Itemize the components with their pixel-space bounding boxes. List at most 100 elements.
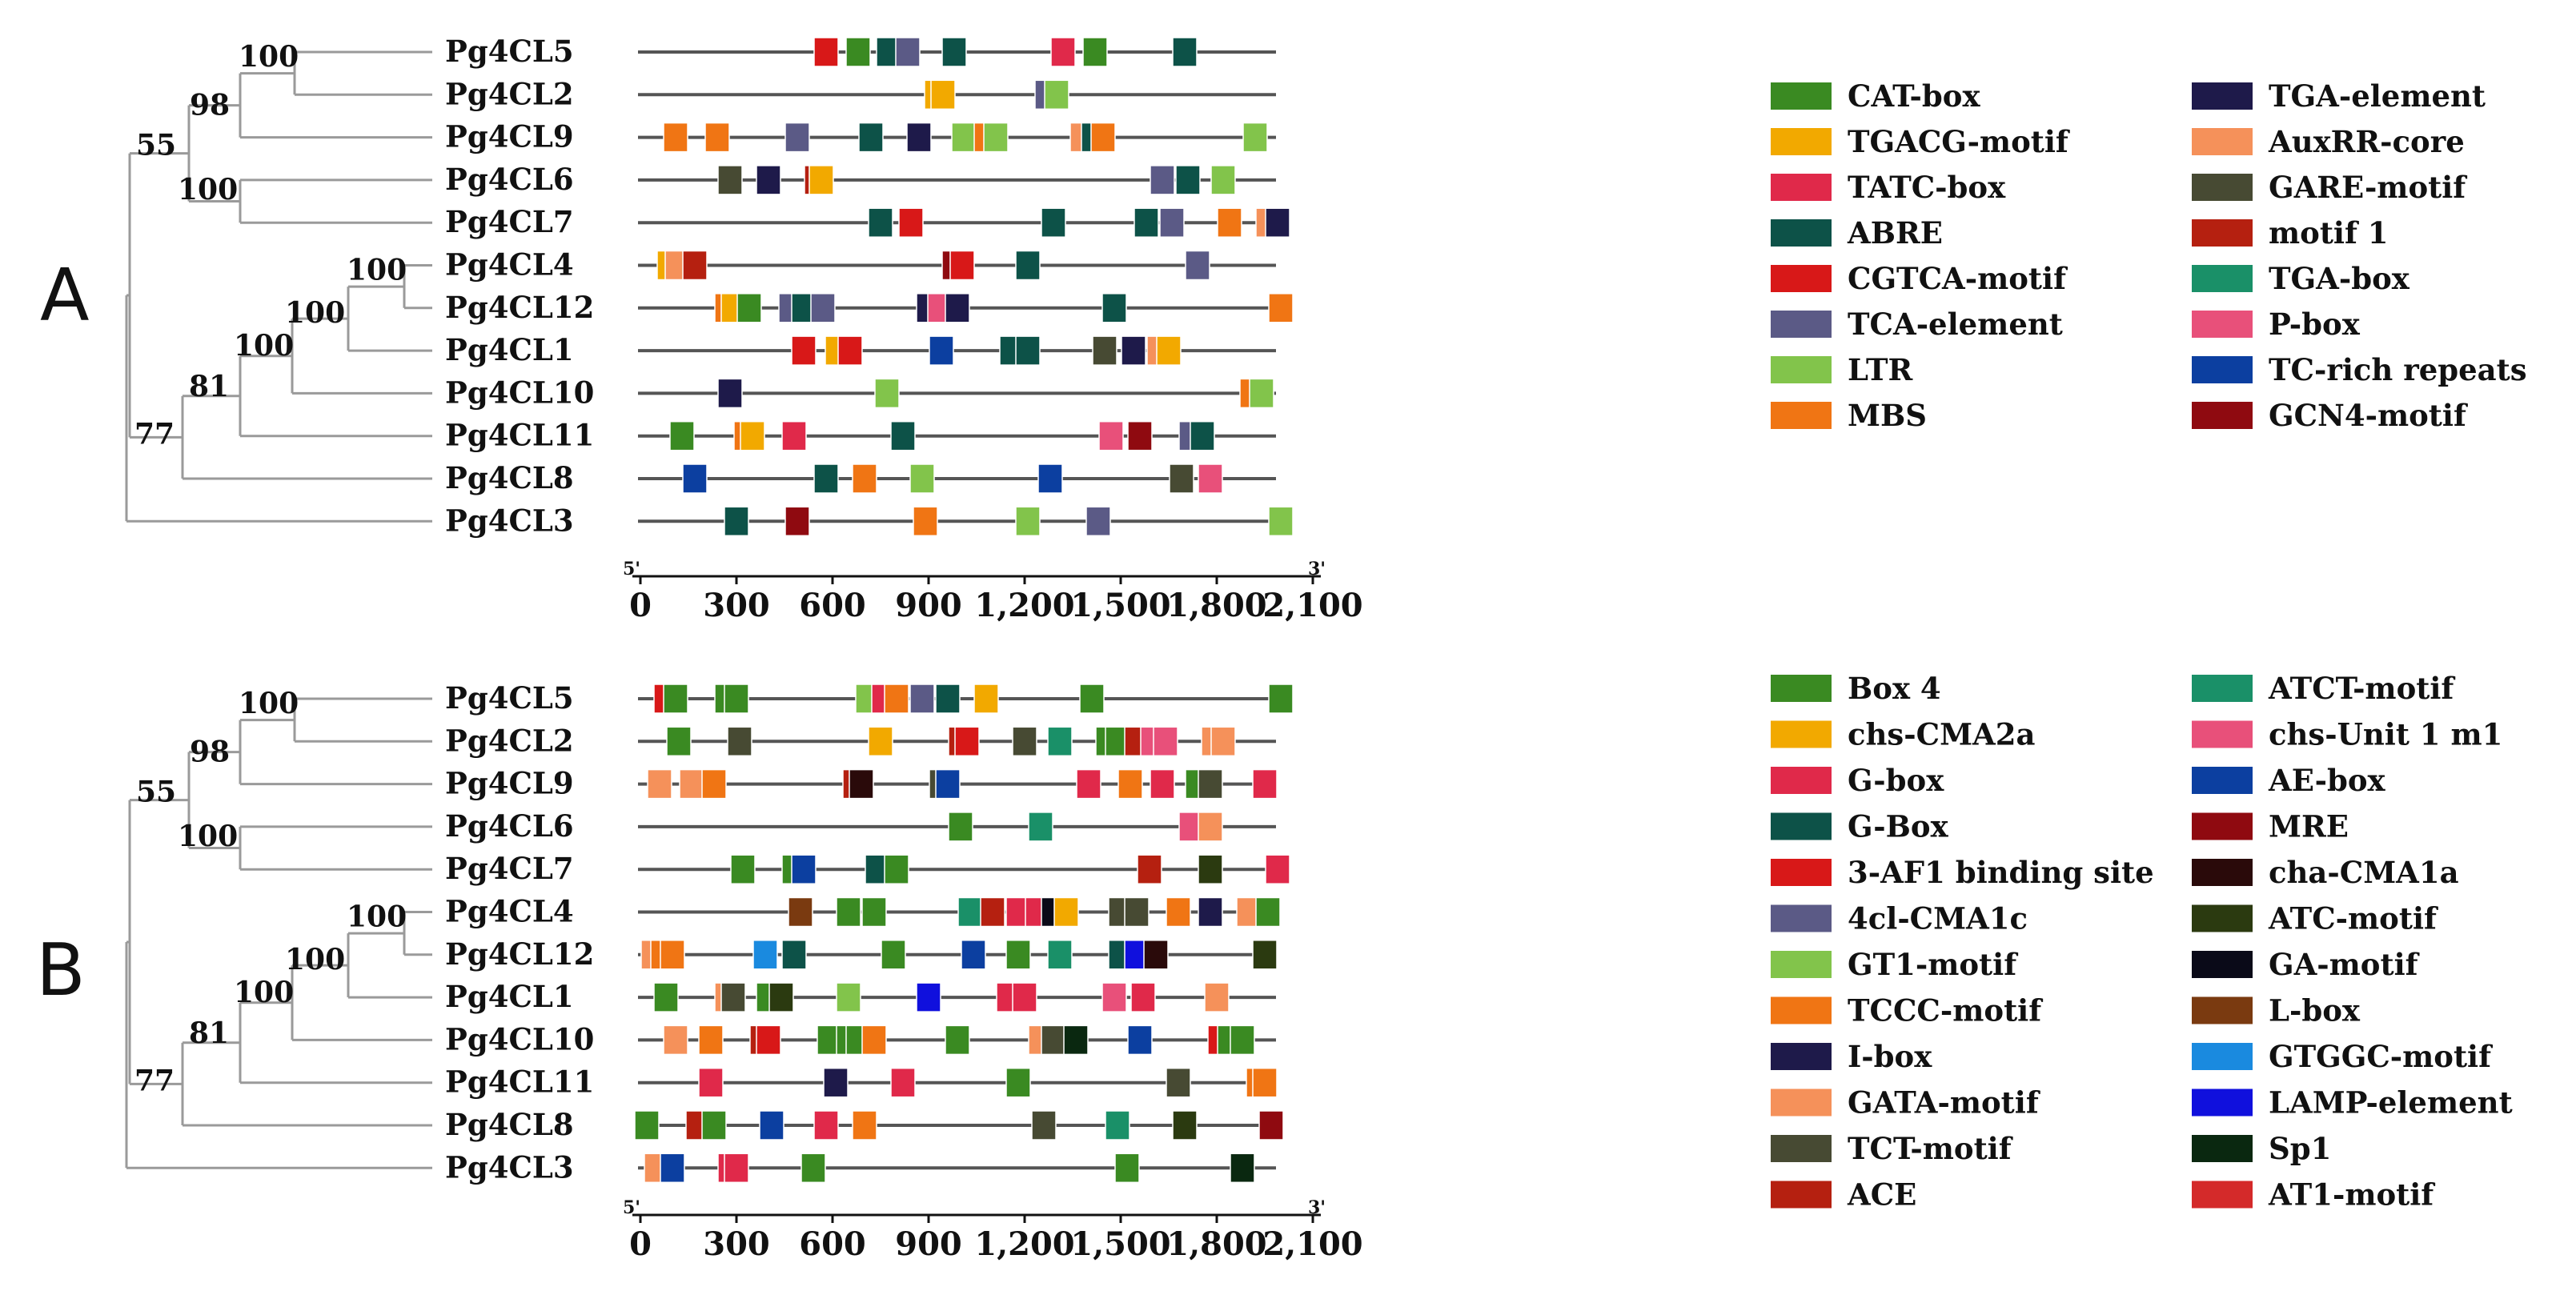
legend-swatch-4cl-cma1c — [1771, 904, 1832, 932]
legend-label-g-box: G-box — [1848, 763, 1944, 798]
motif-box-chs-cma2a — [1053, 896, 1079, 928]
legend-swatch-cha-cma1a — [2192, 859, 2253, 886]
motif-box-tct-motif — [1124, 896, 1150, 928]
motif-box-mbs — [1217, 207, 1242, 238]
motif-box-i-box — [1198, 896, 1223, 928]
motif-box-box-4 — [1079, 684, 1105, 714]
motif-box-mbs — [1268, 293, 1294, 323]
x-axis-tick-label: 300 — [703, 587, 770, 624]
motif-box-cgtca-motif — [949, 250, 975, 281]
motif-box-tca-element — [810, 293, 836, 323]
motif-box-tca-element — [1185, 250, 1210, 281]
gene-label-pg4cl7: Pg4CL7 — [445, 204, 574, 239]
legend-swatch-chs-cma2a — [1771, 720, 1832, 748]
motif-box-tccc-motif — [660, 940, 685, 970]
motif-box-gare-motif — [717, 165, 743, 195]
motif-box-abre — [1015, 335, 1041, 366]
motif-box-box-4 — [666, 726, 692, 757]
motif-box-g-box — [724, 1153, 749, 1184]
legend-swatch-cat-box — [1771, 82, 1832, 110]
motif-box-4cl-cma1c — [909, 684, 935, 714]
legend-label-abre: ABRE — [1847, 215, 1943, 251]
bootstrap-value: 100 — [347, 900, 407, 934]
motif-box-box-4 — [948, 812, 973, 842]
motif-box-tccc-motif — [1252, 1067, 1278, 1098]
legend-swatch-at1-motif — [2192, 1181, 2253, 1209]
motif-box-tga-element — [717, 378, 743, 409]
gene-label-pg4cl2: Pg4CL2 — [445, 723, 574, 758]
motif-box-tct-motif — [1012, 726, 1037, 757]
motif-box-box-4 — [1005, 940, 1031, 970]
x-axis-tick-label: 900 — [895, 1225, 962, 1263]
motif-box-ae-box — [961, 940, 986, 970]
legend-swatch-tgacg-motif — [1771, 128, 1832, 155]
motif-box-gata-motif — [1198, 812, 1223, 842]
motif-box-mbs — [852, 463, 877, 494]
legend-swatch-i-box — [1771, 1043, 1832, 1070]
x-axis-tick-label: 0 — [629, 1225, 652, 1263]
gene-label-pg4cl4: Pg4CL4 — [445, 247, 574, 283]
legend-swatch-gcn4-motif — [2192, 402, 2253, 429]
legend-label-ltr: LTR — [1848, 352, 1913, 387]
motif-box-box-4 — [634, 1110, 660, 1141]
motif-box-tca-element — [1085, 506, 1111, 537]
legend-label-mbs: MBS — [1848, 398, 1927, 433]
legend-label-gare-motif: GARE-motif — [2269, 170, 2467, 205]
motif-box-box-4 — [884, 854, 909, 884]
legend-label-cha-cma1a: cha-CMA1a — [2269, 855, 2459, 890]
legend-swatch-tga-element — [2192, 82, 2253, 110]
motif-box-g-box — [1076, 768, 1101, 800]
legend-swatch-tatc-box — [1771, 174, 1832, 201]
motif-box-cat-box — [669, 420, 695, 451]
root — [125, 294, 432, 523]
motif-box-tga-element — [945, 293, 970, 323]
legend-label-tga-element: TGA-element — [2269, 78, 2486, 114]
motif-box-ltr — [1242, 122, 1268, 153]
motif-box-cgtca-motif — [837, 335, 863, 366]
x-axis-tick-label: 600 — [799, 587, 866, 624]
motif-box-abre — [1172, 37, 1198, 67]
motif-box-cgtca-motif — [791, 335, 817, 366]
motif-box-g-box — [1265, 854, 1290, 884]
motif-box-gcn4-motif — [1127, 420, 1153, 451]
motif-box-atc-motif — [1172, 1110, 1198, 1141]
motif-box-cgtca-motif — [813, 37, 839, 67]
x-axis-tick-label: 900 — [895, 587, 962, 624]
legend-swatch-gt1-motif — [1771, 951, 1832, 978]
x-axis-tick-label: 1,200 — [974, 1225, 1074, 1263]
motif-box-tga-element — [906, 122, 932, 153]
gene-label-pg4cl11: Pg4CL11 — [445, 418, 594, 453]
legend-label-lamp-element: LAMP-element — [2269, 1085, 2513, 1121]
x-axis-tick-label: 1,800 — [1166, 587, 1266, 624]
motif-box-gtggc-motif — [752, 940, 778, 970]
legend-label-chs-cma2a: chs-CMA2a — [1848, 717, 2035, 752]
motif-box-motif-1 — [682, 250, 708, 281]
motif-box-mbs — [1090, 122, 1116, 153]
legend-label-motif-1: motif 1 — [2269, 215, 2389, 251]
motif-box-box-4 — [701, 1110, 727, 1141]
gene-label-pg4cl5: Pg4CL5 — [445, 34, 574, 69]
motif-box-g-box — [890, 1067, 916, 1098]
gene-label-pg4cl10: Pg4CL10 — [445, 375, 594, 410]
legend-swatch-mre — [2192, 812, 2253, 840]
gene-label-pg4cl12: Pg4CL12 — [445, 936, 594, 972]
legend-label-atct-motif: ATCT-motif — [2268, 671, 2455, 706]
motif-box-box-4 — [1114, 1153, 1140, 1184]
legend-label-p-box: P-box — [2269, 307, 2361, 342]
motif-box-ae-box — [759, 1110, 784, 1141]
motif-box-box-4 — [945, 1024, 970, 1056]
motif-box-ae-box — [935, 768, 961, 800]
legend-label-chs-unit-1-m1: chs-Unit 1 m1 — [2269, 717, 2502, 752]
legend-swatch-ace — [1771, 1181, 1832, 1209]
gene-label-pg4cl4: Pg4CL4 — [445, 894, 574, 929]
motif-box-tga-element — [1121, 335, 1146, 366]
motif-box-gcn4-motif — [784, 506, 810, 537]
motif-box-tc-rich-repeats — [682, 463, 708, 494]
motif-box-cgtca-motif — [898, 207, 924, 238]
motif-box-mbs — [913, 506, 938, 537]
legend-label-tc-rich-repeats: TC-rich repeats — [2269, 352, 2527, 387]
root — [125, 940, 432, 1169]
bootstrap-value: 100 — [234, 329, 294, 363]
legend-label-auxrr-core: AuxRR-core — [2268, 124, 2465, 159]
